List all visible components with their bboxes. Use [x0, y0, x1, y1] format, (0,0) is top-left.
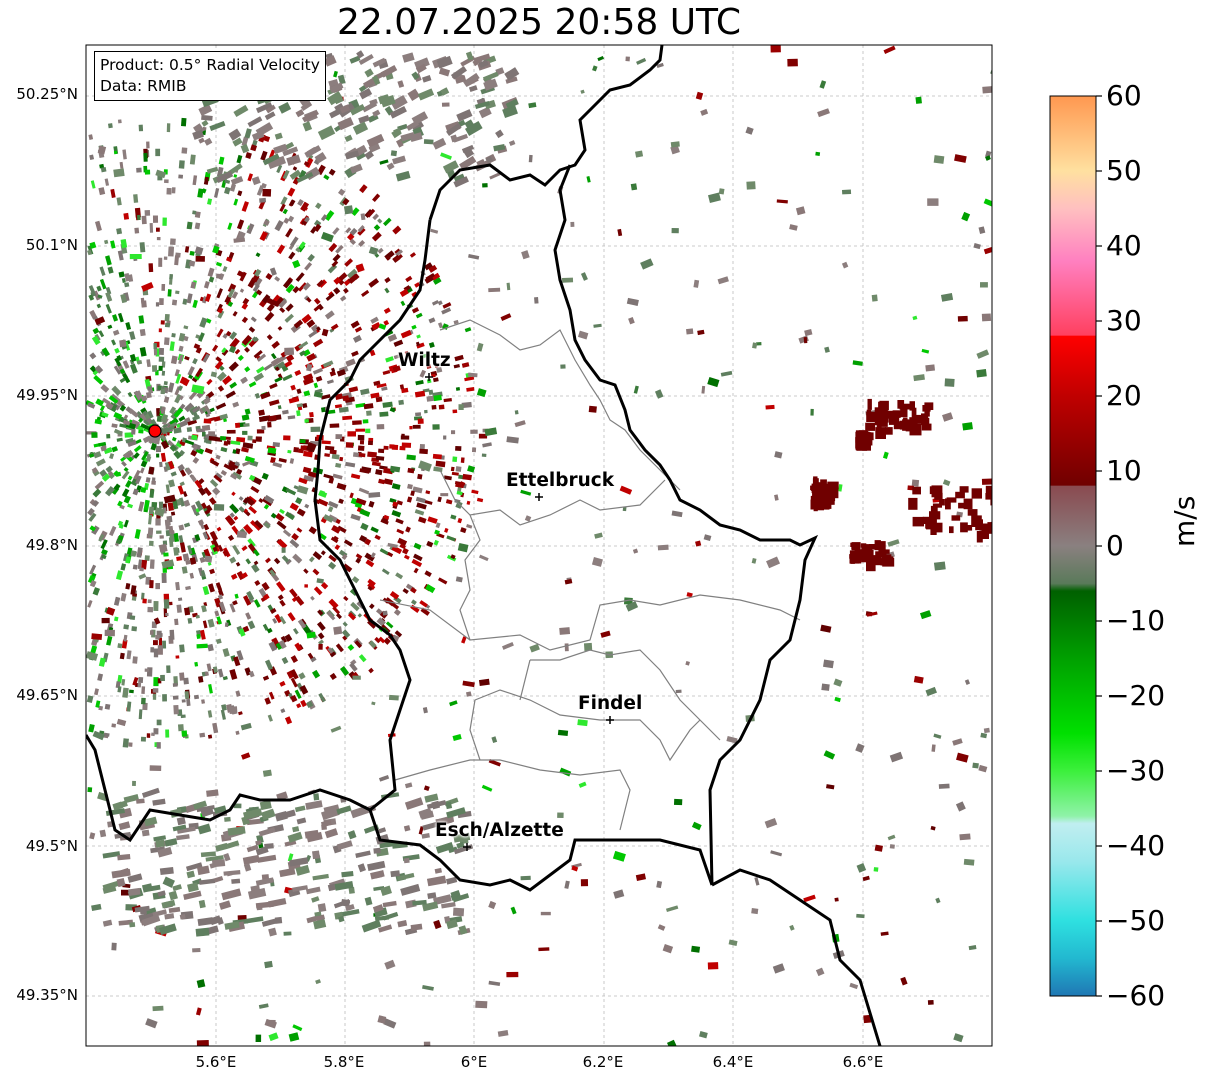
lon-label: 6°E [460, 1053, 488, 1071]
city-markers [425, 373, 614, 851]
colorbar-tick-label: −60 [1106, 979, 1166, 1012]
colorbar-tick-label: −40 [1106, 829, 1166, 862]
district-boundary [519, 659, 531, 701]
country-border [86, 219, 432, 843]
colorbar-tick-label: 30 [1106, 304, 1142, 337]
colorbar-tick-label: −20 [1106, 679, 1166, 712]
colorbar-tick-label: 40 [1106, 229, 1142, 262]
lon-label: 5.8°E [323, 1053, 365, 1071]
colorbar-tick-label: −10 [1106, 604, 1166, 637]
lon-label: 6.4°E [712, 1053, 754, 1071]
colorbar-tick-label: 10 [1106, 454, 1142, 487]
district-boundary [439, 469, 666, 526]
data-source-label: Data: RMIB [100, 77, 187, 95]
lon-label: 5.6°E [195, 1053, 237, 1071]
colorbar [1049, 95, 1097, 997]
lat-label: 49.5°N [25, 837, 78, 855]
district-boundary [379, 599, 471, 641]
colorbar-tick-label: 60 [1106, 79, 1142, 112]
radar-site-marker [148, 424, 162, 438]
map-title: 22.07.2025 20:58 UTC [336, 2, 742, 43]
lon-label: 6.2°E [582, 1053, 624, 1071]
map-frame [85, 44, 993, 1047]
lat-label: 50.1°N [25, 236, 78, 254]
colorbar-tick-label: 50 [1106, 154, 1142, 187]
colorbar-tick-label: 20 [1106, 379, 1142, 412]
colorbar-tick-label: 0 [1106, 529, 1124, 562]
lat-label: 49.8°N [25, 536, 78, 554]
radar-echoes [86, 45, 992, 1046]
country-border [711, 868, 882, 1046]
product-label: Product: 0.5° Radial Velocity [100, 56, 320, 74]
product-info-box: Product: 0.5° Radial Velocity Data: RMIB [94, 51, 326, 101]
colorbar-tick-label: −30 [1106, 754, 1166, 787]
country-border [368, 809, 714, 892]
district-boundary [394, 759, 631, 831]
district-boundary [530, 649, 721, 741]
district-boundary [474, 689, 701, 762]
lat-label: 49.35°N [16, 986, 78, 1004]
city-label-findel: Findel [578, 693, 643, 714]
colorbar-unit-label: m/s [1168, 495, 1201, 547]
city-label-ettelbruck: Ettelbruck [506, 470, 615, 491]
district-boundary [439, 319, 681, 491]
lat-label: 49.95°N [16, 386, 78, 404]
lon-label: 6.6°E [842, 1053, 884, 1071]
country-border [428, 45, 664, 221]
city-label-esch-alzette: Esch/Alzette [435, 820, 564, 841]
district-boundary [469, 699, 481, 761]
colorbar-tick-label: −50 [1106, 904, 1166, 937]
lat-label: 50.25°N [16, 85, 78, 103]
colorbar-ticks [1096, 95, 1102, 997]
lat-label: 49.65°N [16, 686, 78, 704]
district-boundary [459, 514, 801, 651]
country-border [553, 164, 819, 886]
city-label-wiltz: Wiltz [398, 350, 451, 371]
